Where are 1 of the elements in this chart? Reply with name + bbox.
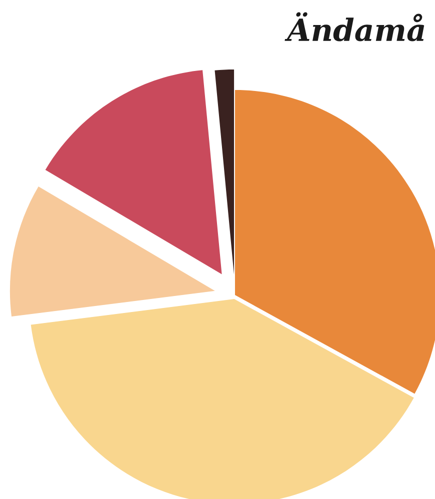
chart-title: Ändamå xyxy=(284,12,424,42)
